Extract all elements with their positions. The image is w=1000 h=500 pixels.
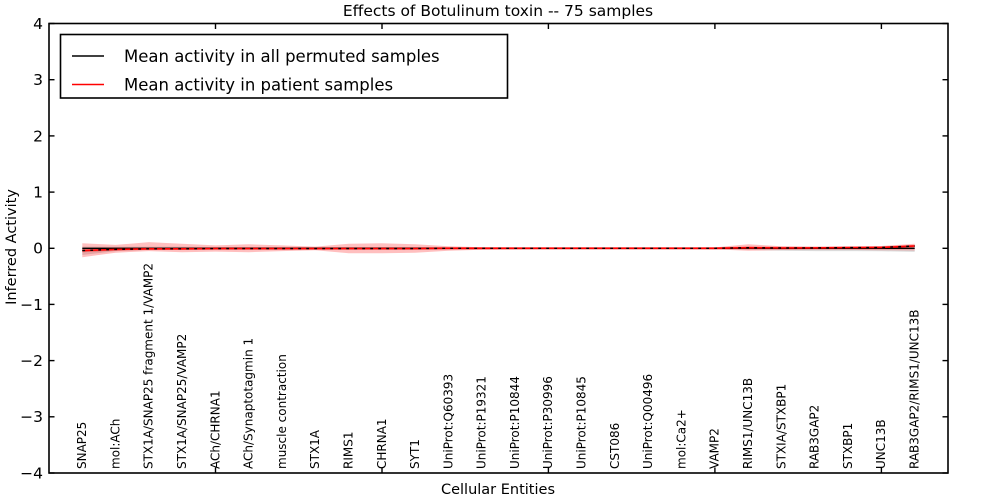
category-label: SYT1: [408, 439, 422, 469]
category-label: UNC13B: [874, 419, 888, 469]
category-label: ACh/Synaptotagmin 1: [242, 338, 256, 469]
category-label: ACh/CHRNA1: [208, 390, 222, 469]
category-label: UniProt:Q60393: [441, 374, 455, 469]
chart-title: Effects of Botulinum toxin -- 75 samples: [343, 2, 653, 20]
category-label: STX1A/SNAP25 fragment 1/VAMP2: [142, 263, 156, 469]
category-label: VAMP2: [708, 428, 722, 469]
legend-label-patient: Mean activity in patient samples: [124, 75, 393, 94]
category-label: STXIA/STXBP1: [774, 384, 788, 469]
series-lines: [82, 245, 915, 252]
category-label: UniProt:Q00496: [641, 374, 655, 469]
legend: Mean activity in all permuted samples Me…: [59, 33, 509, 99]
category-label: muscle contraction: [275, 354, 289, 469]
y-tick-label: −2: [20, 352, 43, 370]
y-tick-label: −1: [20, 296, 43, 314]
category-label: RAB3GAP2/RIMS1/UNC13B: [908, 309, 922, 469]
category-label: mol:ACh: [108, 419, 122, 469]
y-tick-labels: 4 3 2 1 0 −1 −2 −3 −4: [20, 15, 43, 482]
legend-label-permuted: Mean activity in all permuted samples: [124, 47, 440, 66]
y-tick-label: −4: [20, 464, 43, 482]
y-tick-label: 4: [33, 15, 43, 33]
y-tick-label: 1: [33, 183, 43, 201]
y-tick-label: −3: [20, 408, 43, 426]
legend-box: [59, 33, 509, 99]
category-label: UniProt:P30996: [541, 376, 555, 469]
category-label: UniProt:P10845: [575, 376, 589, 469]
category-label: SNAP25: [75, 422, 89, 469]
category-labels: SNAP25 mol:ACh STX1A/SNAP25 fragment 1/VAM…: [75, 263, 921, 469]
category-label: RIMS1/UNC13B: [741, 378, 755, 469]
category-label: RIMS1: [342, 432, 356, 469]
category-label: CST086: [608, 423, 622, 469]
category-label: mol:Ca2+: [674, 409, 688, 469]
category-label: RAB3GAP2: [808, 405, 822, 469]
y-tick-label: 2: [33, 127, 43, 145]
category-label: STXBP1: [841, 423, 855, 469]
category-label: UniProt:P19321: [475, 376, 489, 469]
y-tick-label: 0: [33, 240, 43, 258]
category-label: STX1A/SNAP25/VAMP2: [175, 334, 189, 469]
y-tick-label: 3: [33, 71, 43, 89]
y-axis-label: Inferred Activity: [4, 189, 20, 305]
x-axis-label: Cellular Entities: [441, 482, 555, 498]
category-label: UniProt:P10844: [508, 376, 522, 469]
band-patient: [82, 242, 915, 258]
zero-dotted-line: [82, 245, 915, 252]
category-label: STX1A: [308, 429, 322, 469]
axes-frame: [48, 22, 949, 474]
category-label: CHRNA1: [375, 418, 389, 469]
